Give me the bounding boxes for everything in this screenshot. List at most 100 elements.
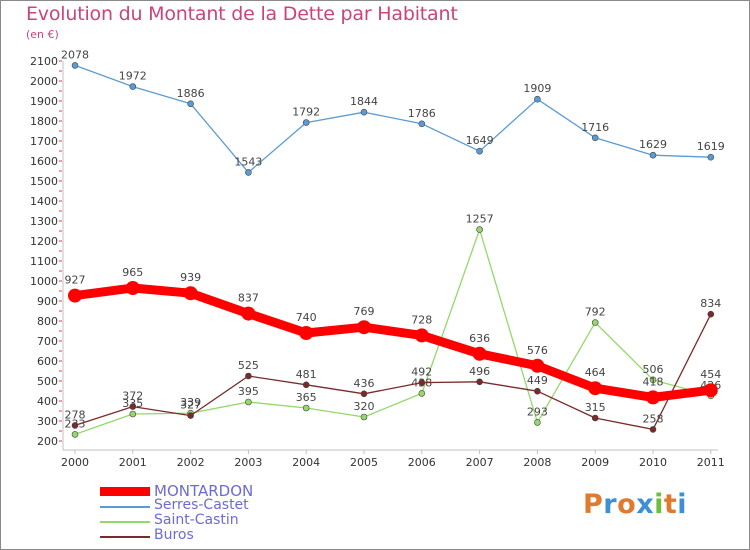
series-line-buros (74, 313, 712, 431)
x-tick-label: 2003 (234, 456, 262, 469)
legend-label-serres-castet: Serres-Castet (154, 497, 249, 513)
data-point-serres-castet (302, 119, 310, 126)
x-tick-label: 2008 (523, 456, 551, 469)
data-point-saint-castin (360, 413, 368, 421)
y-tick-label: 2000 (30, 75, 58, 88)
x-tick-label: 2009 (581, 456, 609, 469)
y-tick-label: 400 (37, 395, 58, 408)
legend-swatch-buros (100, 536, 150, 538)
x-tick-label: 2001 (119, 456, 147, 469)
data-label-serres-castet: 1792 (292, 106, 320, 119)
data-point-buros (591, 414, 599, 422)
y-tick-label: 1600 (30, 155, 58, 168)
data-point-saint-castin (302, 404, 310, 412)
y-tick-label: 500 (37, 375, 58, 388)
y-tick-label: 900 (37, 295, 58, 308)
data-point-saint-castin (129, 410, 137, 418)
data-point-saint-castin (245, 398, 252, 406)
data-point-montardon (703, 383, 718, 398)
data-label-serres-castet: 1972 (119, 70, 147, 83)
y-tick-label: 300 (37, 415, 58, 428)
y-tick-label: 1300 (30, 215, 58, 228)
y-tick-label: 1000 (30, 275, 58, 288)
data-label-montardon: 464 (585, 366, 606, 379)
x-tick-label: 2005 (350, 456, 378, 469)
legend-swatch-serres-castet (100, 506, 150, 508)
data-point-buros (187, 412, 194, 419)
data-label-saint-castin: 339 (180, 396, 201, 409)
data-label-buros: 525 (238, 359, 259, 372)
legend-label-buros: Buros (154, 527, 194, 543)
data-point-buros (129, 403, 137, 410)
data-label-buros: 436 (354, 377, 375, 390)
series-line-montardon (70, 283, 716, 402)
data-point-serres-castet (534, 95, 541, 103)
data-point-montardon (472, 346, 487, 361)
data-point-buros (707, 310, 715, 318)
data-point-buros (476, 378, 483, 386)
x-tick-label: 2011 (697, 456, 725, 469)
data-label-montardon: 576 (527, 344, 548, 357)
data-label-saint-castin: 792 (585, 306, 606, 319)
series-line-serres-castet (74, 64, 712, 174)
data-label-montardon: 965 (122, 266, 143, 279)
data-label-saint-castin: 395 (238, 385, 259, 398)
logo-letter: P (583, 489, 604, 520)
data-label-serres-castet: 1886 (177, 87, 205, 100)
y-tick-label: 700 (37, 335, 58, 348)
x-tick-label: 2004 (292, 456, 320, 469)
x-tick-label: 2010 (639, 456, 667, 469)
y-tick-label: 1100 (30, 255, 58, 268)
x-tick-label: 2007 (466, 456, 494, 469)
y-tick-label: 800 (37, 315, 58, 328)
data-point-buros (418, 379, 426, 386)
legend-label-montardon: MONTARDON (154, 482, 254, 500)
data-point-serres-castet (418, 120, 426, 128)
data-label-montardon: 740 (296, 311, 317, 324)
data-point-montardon (241, 306, 256, 321)
data-label-serres-castet: 1619 (697, 140, 725, 153)
data-point-buros (245, 372, 252, 380)
data-point-montardon (68, 288, 82, 303)
data-label-montardon: 636 (469, 332, 490, 345)
data-label-saint-castin: 1257 (466, 213, 494, 226)
data-point-buros (649, 426, 657, 433)
data-point-serres-castet (71, 62, 79, 69)
data-label-saint-castin: 320 (354, 400, 375, 413)
x-tick-label: 2000 (61, 456, 89, 469)
logo-letter: x (636, 489, 655, 520)
data-point-saint-castin (534, 419, 541, 426)
chart-subtitle: (en €) (26, 28, 59, 41)
data-point-montardon (646, 390, 660, 405)
data-point-serres-castet (187, 100, 194, 108)
data-label-buros: 496 (469, 365, 490, 378)
data-label-serres-castet: 1909 (523, 82, 551, 95)
data-label-buros: 481 (296, 368, 317, 381)
x-tick-label: 2002 (177, 456, 205, 469)
data-point-saint-castin (476, 226, 483, 233)
data-point-buros (302, 381, 310, 389)
data-point-montardon (125, 281, 140, 295)
data-point-serres-castet (476, 147, 483, 155)
data-label-montardon: 769 (354, 305, 375, 318)
data-point-buros (360, 390, 368, 398)
data-point-serres-castet (707, 153, 715, 161)
y-tick-label: 1400 (30, 195, 58, 208)
data-point-montardon (299, 326, 314, 340)
legend-label-saint-castin: Saint-Castin (154, 512, 239, 528)
data-point-saint-castin (591, 319, 599, 326)
data-point-serres-castet (591, 134, 599, 142)
data-label-buros: 492 (411, 366, 432, 379)
y-tick-label: 600 (37, 355, 58, 368)
y-tick-label: 1800 (30, 115, 58, 128)
data-label-montardon: 418 (643, 375, 664, 388)
logo-letter: r (603, 489, 618, 520)
logo-letter: o (617, 489, 637, 520)
data-label-montardon: 927 (65, 274, 86, 287)
data-point-montardon (414, 328, 429, 343)
data-label-buros: 258 (643, 412, 664, 425)
data-label-buros: 834 (700, 297, 721, 310)
y-tick-label: 1900 (30, 95, 58, 108)
data-label-serres-castet: 1844 (350, 95, 378, 108)
